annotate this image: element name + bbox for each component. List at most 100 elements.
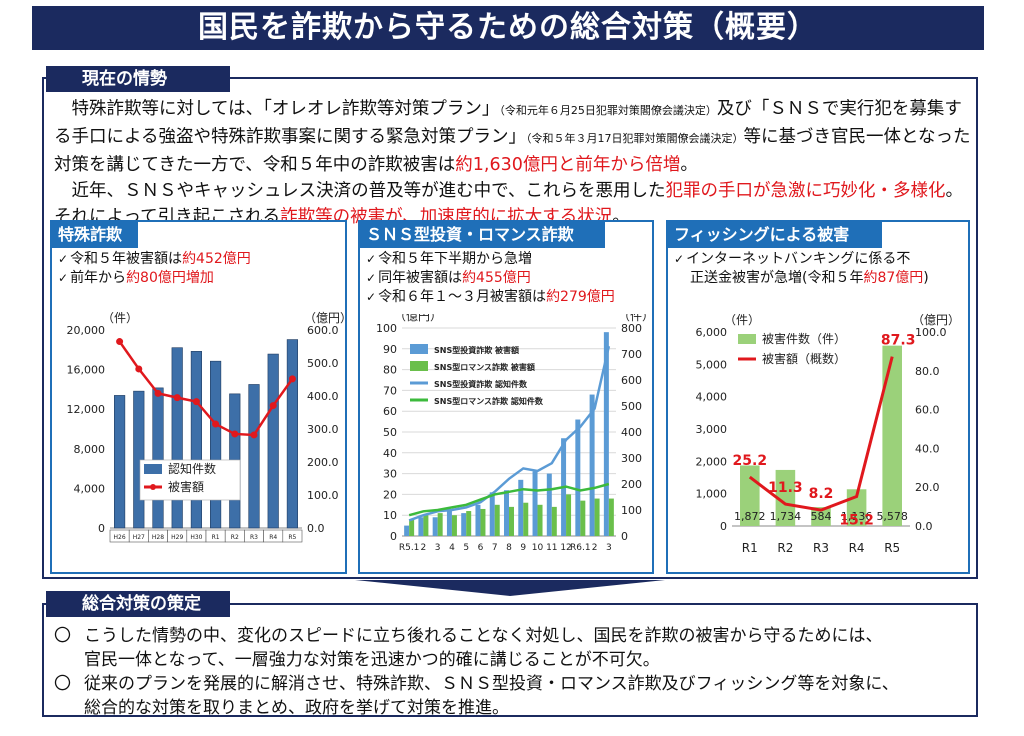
series-line [748, 356, 894, 512]
legend-label: 認知件数 [168, 461, 216, 476]
bar [566, 494, 572, 536]
left-tick-label: 1,000 [696, 488, 728, 501]
right-tick-label: 0 [621, 530, 628, 543]
text: 総合的な対策を取りまとめ、政府を挙げて対策を推進。 [84, 698, 509, 718]
left-tick-label: 0 [390, 530, 397, 543]
category-label: H27 [133, 534, 145, 541]
situation-text: 特殊詐欺等に対しては、「オレオレ詐欺等対策プラン」（令和元年６月25日犯罪対策閣… [54, 96, 974, 230]
left-tick-label: 80 [383, 364, 397, 377]
legend-swatch [738, 334, 756, 344]
strategy-item: 〇こうした情勢の中、変化のスピードに立ち後れることなく対処し、国民を詐欺の被害か… [50, 624, 970, 672]
bar-value-label: 584 [811, 510, 832, 523]
category-label: 11 [546, 543, 557, 553]
right-tick-label: 0.0 [307, 522, 325, 535]
special-fraud-chart: 0 4,000 8,000 12,000 16,000 20,000 0.0 100.0 200… [67, 311, 345, 543]
left-tick-label: 3,000 [696, 423, 728, 436]
left-tick-label: 40 [383, 447, 397, 460]
highlight: 約87億円 [863, 270, 924, 286]
series-point [116, 338, 124, 346]
bar [423, 515, 429, 536]
bar [509, 506, 514, 536]
series-line [408, 345, 611, 522]
category-label: R2 [231, 534, 239, 541]
bar [480, 508, 486, 536]
right-axis-unit: （億円） [304, 311, 345, 325]
line-value-label: 8.2 [809, 486, 834, 502]
legend-label: SNS型投資詐欺 被害額 [434, 345, 519, 355]
bullet: 令和５年下半期から急増 [366, 250, 615, 269]
bar [267, 353, 279, 529]
series-point [135, 365, 143, 373]
bar-value-label: 1,136 [841, 510, 873, 523]
category-label: H30 [190, 534, 202, 541]
bar [461, 513, 467, 536]
left-tick-label: 100 [376, 322, 397, 335]
text: ) [923, 270, 929, 286]
legend-label: SNS型ロマンス詐欺 認知件数 [434, 396, 544, 406]
category-label: H29 [171, 534, 183, 541]
category-label: R4 [269, 534, 277, 541]
page-title: 国民を詐欺から守るための総合対策（概要） [32, 6, 984, 50]
right-tick-label: 200.0 [307, 456, 339, 469]
bar-value-label: 5,578 [876, 510, 908, 523]
bar [537, 504, 543, 536]
bar [551, 506, 557, 536]
bar [171, 347, 183, 529]
bullet: 前年から約80億円増加 [58, 269, 251, 288]
bar [518, 479, 524, 536]
bar [432, 517, 438, 536]
bar [114, 395, 126, 529]
bar [152, 387, 164, 529]
category-label: 2 [421, 543, 427, 553]
left-axis-unit: （件） [724, 313, 760, 327]
left-tick-label: 20,000 [67, 324, 106, 337]
right-tick-label: 300.0 [307, 423, 339, 436]
right-tick-label: 200 [621, 478, 642, 491]
bar [489, 492, 495, 536]
category-label: 5 [463, 543, 469, 553]
left-tick-label: 0 [720, 520, 727, 533]
category-label: H28 [152, 534, 164, 541]
category-label: 3 [435, 543, 441, 553]
situation-paragraph-1: 特殊詐欺等に対しては、「オレオレ詐欺等対策プラン」（令和元年６月25日犯罪対策閣… [54, 96, 974, 178]
bar [210, 360, 222, 529]
panel-heading: 特殊詐欺 [52, 222, 138, 248]
category-label: 3 [606, 543, 612, 553]
bar [589, 394, 595, 536]
right-tick-label: 400.0 [307, 390, 339, 403]
bar [775, 469, 796, 526]
panel-bullets: 令和５年下半期から急増 同年被害額は約455億円 令和６年１～３月被害額は約27… [366, 250, 615, 307]
bar [546, 473, 552, 536]
series-point [192, 398, 200, 406]
bar [882, 345, 902, 526]
special-fraud-panel: 特殊詐欺 令和５年被害額は約452億円 前年から約80億円増加 0 4,000 8,… [50, 220, 347, 574]
right-tick-label: 500 [621, 400, 642, 413]
text: インターネットバンキングに係る不 [686, 251, 911, 267]
bar [418, 517, 424, 536]
highlight: 約452億円 [182, 251, 251, 267]
category-label: R1 [742, 541, 758, 555]
legend-label: 被害額 [168, 479, 204, 494]
bar [446, 508, 452, 536]
bullet: 同年被害額は約455億円 [366, 269, 615, 288]
highlight: 約1,630億円と前年から倍増 [455, 155, 681, 175]
right-axis-unit: （億円） [912, 313, 960, 327]
category-label: R1 [212, 534, 220, 541]
left-tick-label: 8,000 [74, 443, 106, 456]
category-label: H26 [114, 534, 126, 541]
right-tick-label: 20.0 [915, 481, 940, 494]
category-label: R2 [777, 541, 793, 555]
bullet-mark: 〇 [54, 626, 71, 646]
series-line [408, 482, 610, 517]
left-tick-label: 10 [383, 509, 397, 522]
category-label: 6 [478, 543, 484, 553]
right-tick-label: 400 [621, 426, 642, 439]
situation-paragraph-2: 近年、ＳＮＳやキャッシュレス決済の普及等が進む中で、これらを悪用した犯罪の手口が… [54, 178, 974, 230]
down-arrow-icon [355, 580, 665, 596]
bar [494, 504, 500, 536]
bar [811, 507, 831, 526]
series-point [212, 420, 220, 428]
strategy-tag: 総合対策の策定 [46, 591, 230, 617]
bar [504, 490, 509, 536]
text: 及び「ＳＮＳで実行犯を募集する手口による強盗や特殊詐欺事案に関する緊急対策プラン… [54, 99, 962, 147]
